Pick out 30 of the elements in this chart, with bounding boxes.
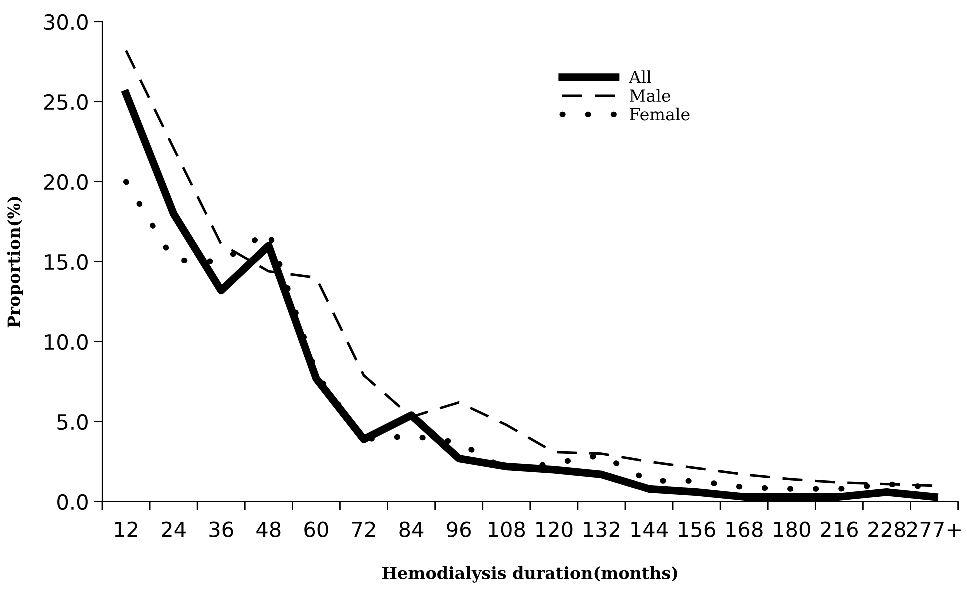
y-tick-label: 20.0 — [44, 174, 88, 190]
x-tick-label: 277+ — [907, 522, 961, 538]
x-tick-label: 108 — [489, 522, 526, 538]
y-tick-label: 0.0 — [58, 494, 88, 510]
y-tick-label: 10.0 — [45, 334, 88, 350]
x-tick-label: 72 — [352, 522, 376, 538]
legend-label: All — [629, 70, 652, 84]
x-tick-label: 132 — [584, 522, 620, 538]
legend-label: Female — [630, 108, 690, 121]
x-tick-label: 168 — [726, 522, 763, 538]
x-tick-label: 144 — [632, 522, 668, 538]
x-axis-title: Hemodialysis duration(months) — [382, 566, 678, 583]
x-tick-label: 180 — [774, 522, 810, 538]
y-tick-label: 15.0 — [45, 254, 88, 270]
y-tick-label: 5.0 — [58, 414, 88, 430]
y-axis-title: Proportion(%) — [7, 197, 24, 328]
x-tick-label: 24 — [162, 522, 186, 538]
legend-label: Male — [630, 89, 671, 102]
x-tick-label: 12 — [115, 522, 138, 538]
x-tick-label: 216 — [821, 522, 858, 538]
x-tick-label: 228 — [868, 522, 906, 538]
x-tick-label: 84 — [400, 522, 424, 538]
x-tick-label: 48 — [256, 522, 281, 538]
x-tick-label: 120 — [536, 522, 573, 538]
x-tick-label: 156 — [679, 522, 716, 538]
y-tick-label: 30.0 — [44, 14, 88, 30]
y-tick-label: 25.0 — [44, 94, 88, 110]
x-tick-label: 60 — [304, 522, 328, 538]
x-tick-label: 36 — [210, 522, 234, 538]
x-tick-label: 96 — [447, 522, 472, 538]
